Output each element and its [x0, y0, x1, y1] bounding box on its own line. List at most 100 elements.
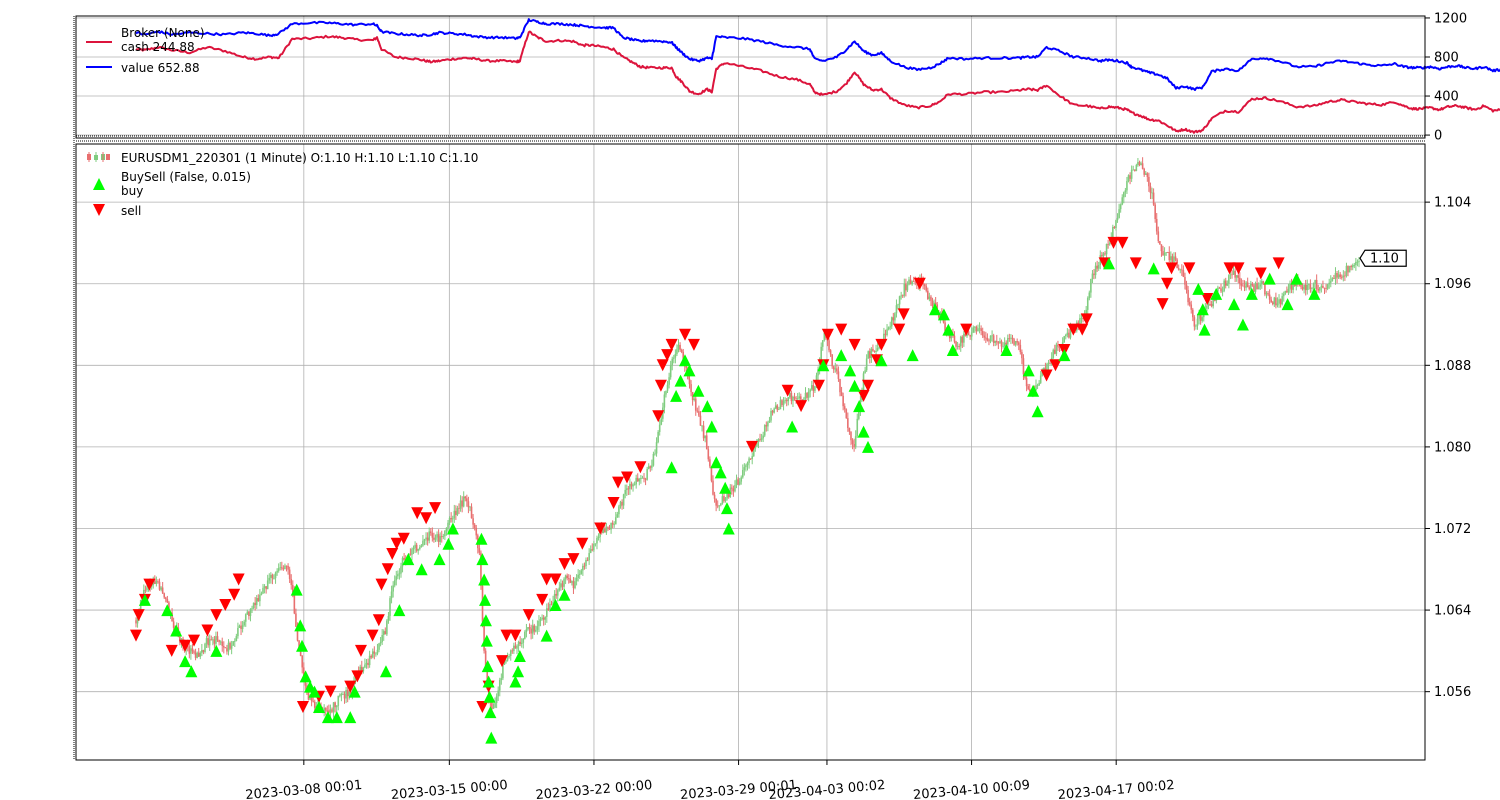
candle-body — [572, 581, 575, 589]
buy-marker — [1228, 298, 1241, 311]
candle-body — [1196, 318, 1199, 326]
candle-body — [870, 348, 873, 358]
candle-body — [204, 643, 206, 652]
candle-body — [858, 411, 860, 419]
candle-body — [146, 587, 148, 590]
candle-body — [375, 653, 377, 655]
candle-body — [608, 527, 611, 530]
candle-body — [685, 366, 688, 368]
sell-marker — [654, 379, 667, 392]
candle-body — [549, 603, 551, 611]
x-tick-label: 2023-03-22 00:00 — [535, 778, 653, 800]
candle-body — [622, 494, 625, 506]
candle-body — [542, 617, 545, 620]
candle-body — [480, 552, 482, 586]
candle-body — [627, 488, 630, 490]
candle-body — [1176, 259, 1178, 269]
candle-body — [1232, 270, 1235, 275]
sell-marker — [496, 655, 509, 668]
candle-body — [671, 358, 674, 366]
candle-body — [839, 378, 841, 393]
sell-marker — [509, 629, 522, 642]
buy-marker — [1031, 405, 1044, 418]
candle-body — [1276, 303, 1279, 306]
price-panel-grid — [76, 144, 1425, 760]
legend-label-buysell: BuySell (False, 0.015) — [121, 170, 251, 184]
candle-body — [680, 349, 683, 352]
candle-body — [373, 651, 376, 654]
buy-marker — [476, 553, 489, 566]
candle-body — [796, 398, 799, 400]
candle-body — [773, 408, 775, 413]
candle-body — [1270, 299, 1272, 303]
candle-body — [1210, 303, 1213, 307]
candle-body — [585, 559, 587, 566]
candle-body — [365, 662, 368, 665]
candle-body — [754, 445, 757, 449]
candle-body — [961, 336, 964, 343]
candle-body — [547, 608, 550, 611]
buy-marker — [722, 522, 735, 535]
sell-marker — [536, 593, 549, 606]
buy-marker — [1027, 384, 1040, 397]
price-y-tick-label: 1.080 — [1434, 440, 1471, 455]
candle-body — [1314, 280, 1316, 285]
candle-body — [1240, 283, 1243, 286]
buy-marker — [906, 349, 919, 362]
legend-candles-icon — [87, 152, 110, 162]
candle-body — [586, 559, 589, 561]
candle-body — [635, 477, 637, 485]
candle-body — [679, 344, 681, 350]
buy-marker — [393, 604, 406, 617]
candle-body — [323, 707, 325, 713]
candle-body — [1115, 220, 1117, 229]
candle-body — [776, 405, 779, 410]
candle-body — [505, 660, 507, 662]
candle-body — [371, 651, 374, 658]
candle-body — [161, 587, 164, 594]
candle-body — [1239, 277, 1241, 284]
sell-marker — [344, 680, 357, 693]
candle-body — [994, 340, 997, 343]
candle-body — [263, 586, 266, 588]
candle-body — [582, 565, 584, 571]
candle-body — [251, 608, 253, 609]
candle-body — [676, 349, 678, 354]
sell-marker — [228, 588, 241, 601]
candle-body — [740, 477, 743, 482]
candle-body — [1137, 162, 1139, 166]
candle-body — [1356, 261, 1359, 263]
candle-body — [922, 282, 924, 285]
candle-body — [1027, 386, 1029, 390]
candle-body — [569, 578, 572, 583]
candle-body — [908, 279, 910, 285]
candle-body — [1355, 261, 1357, 266]
sell-marker — [201, 624, 214, 637]
buy-marker — [483, 690, 496, 703]
candle-body — [210, 639, 213, 641]
candle-body — [1090, 279, 1092, 293]
buy-marker — [296, 639, 309, 652]
buy-marker — [482, 675, 495, 688]
candle-body — [502, 664, 504, 679]
candle-body — [638, 479, 641, 482]
candle-body — [364, 664, 366, 668]
candle-body — [1121, 197, 1124, 205]
candle-body — [1260, 281, 1263, 285]
candle-body — [346, 689, 349, 697]
candle-body — [288, 569, 291, 579]
buy-marker — [290, 583, 303, 596]
candle-body — [619, 501, 622, 507]
buy-marker — [509, 675, 522, 688]
candle-body — [221, 641, 224, 646]
candle-body — [331, 709, 333, 712]
candle-body — [1353, 265, 1356, 266]
sell-marker — [1080, 313, 1093, 326]
candle-body — [787, 397, 790, 402]
candle-body — [876, 348, 879, 351]
candle-body — [996, 340, 998, 343]
candle-body — [1300, 282, 1302, 287]
candle-body — [1014, 341, 1017, 345]
candle-body — [290, 578, 293, 585]
candle-body — [249, 608, 252, 617]
